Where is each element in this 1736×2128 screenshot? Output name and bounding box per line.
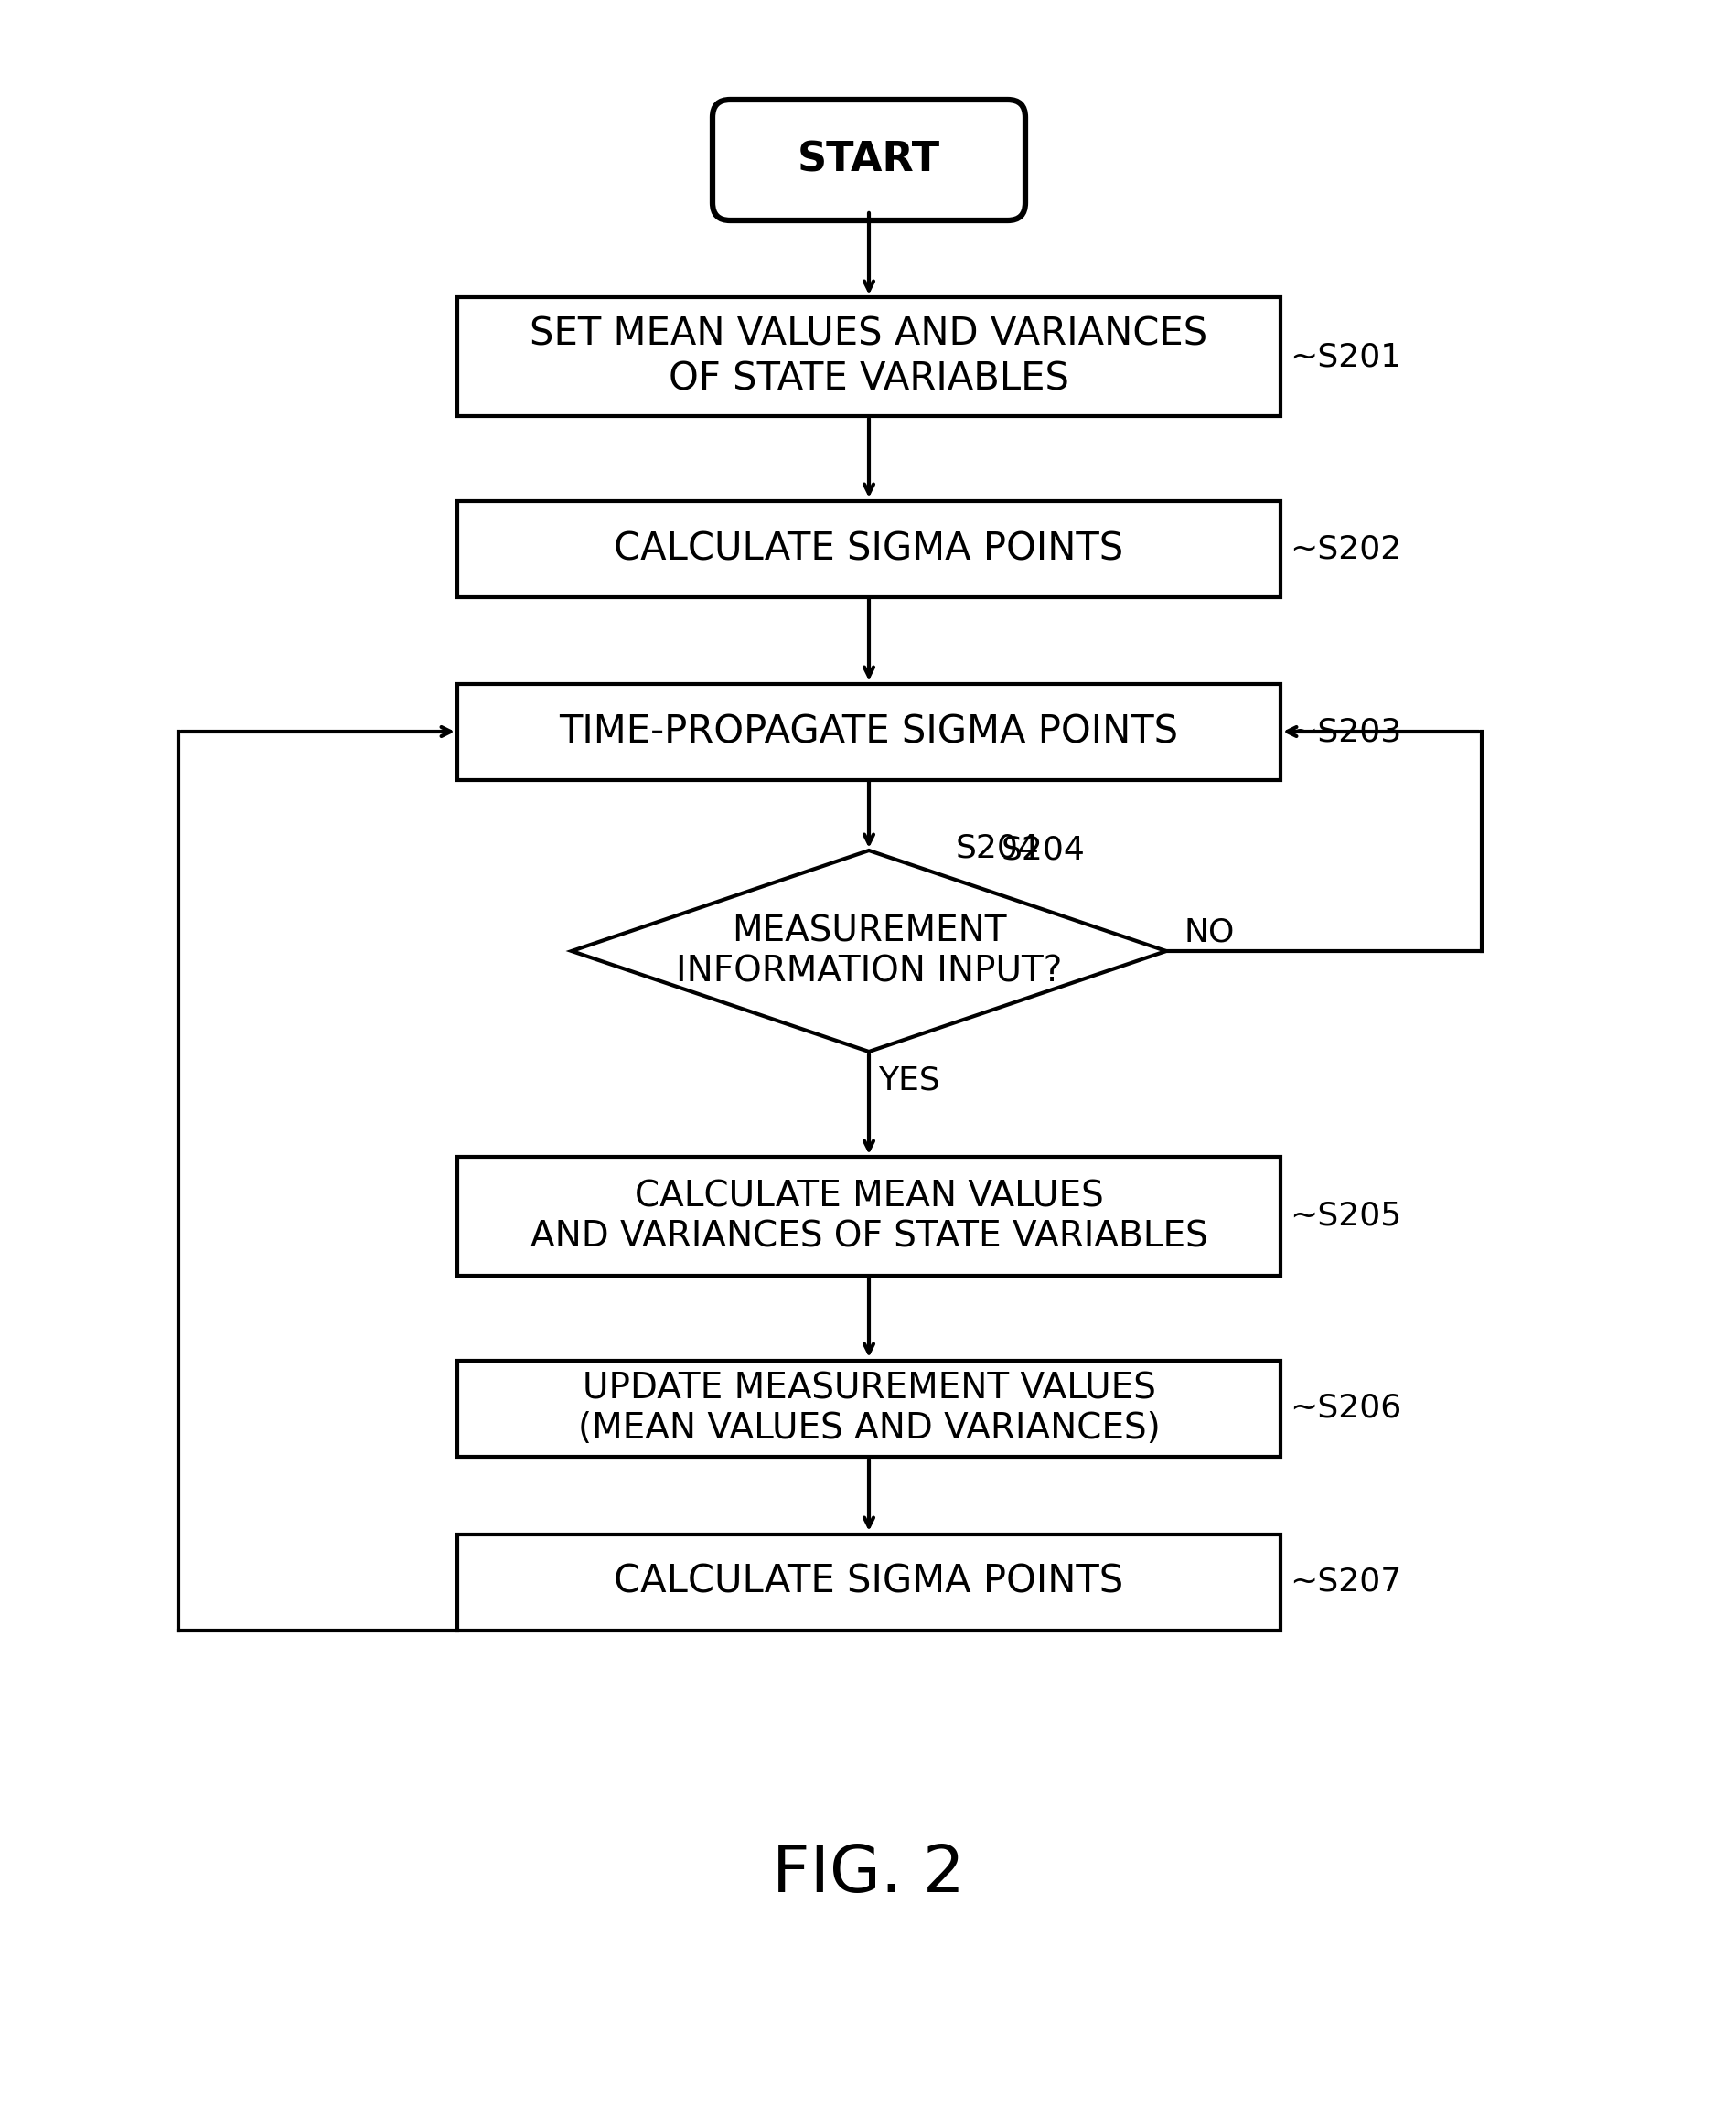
Text: CALCULATE SIGMA POINTS: CALCULATE SIGMA POINTS [615, 1562, 1123, 1600]
Text: YES: YES [878, 1066, 939, 1096]
Text: CALCULATE SIGMA POINTS: CALCULATE SIGMA POINTS [615, 530, 1123, 568]
Bar [457, 500, 1279, 596]
Text: S204: S204 [955, 832, 1040, 864]
Text: ~S203: ~S203 [1288, 715, 1401, 747]
Bar [457, 683, 1279, 779]
Text: ~S205: ~S205 [1288, 1200, 1401, 1232]
Text: ~S201: ~S201 [1288, 340, 1401, 372]
Text: CALCULATE MEAN VALUES
AND VARIANCES OF STATE VARIABLES: CALCULATE MEAN VALUES AND VARIANCES OF S… [529, 1179, 1207, 1253]
Bar [457, 298, 1279, 417]
Text: S204: S204 [1002, 834, 1085, 866]
Text: ~S206: ~S206 [1288, 1392, 1401, 1424]
Text: SET MEAN VALUES AND VARIANCES
OF STATE VARIABLES: SET MEAN VALUES AND VARIANCES OF STATE V… [529, 315, 1207, 398]
Text: UPDATE MEASUREMENT VALUES
(MEAN VALUES AND VARIANCES): UPDATE MEASUREMENT VALUES (MEAN VALUES A… [578, 1370, 1160, 1445]
Text: TIME-PROPAGATE SIGMA POINTS: TIME-PROPAGATE SIGMA POINTS [559, 713, 1179, 751]
Text: FIG. 2: FIG. 2 [771, 1843, 965, 1907]
Text: ~S202: ~S202 [1288, 534, 1401, 564]
Text: NO: NO [1184, 917, 1234, 949]
Polygon shape [571, 851, 1165, 1051]
Bar [457, 1158, 1279, 1275]
Text: START: START [797, 140, 939, 179]
Text: MEASUREMENT
INFORMATION INPUT?: MEASUREMENT INFORMATION INPUT? [675, 913, 1061, 990]
Text: ~S207: ~S207 [1288, 1566, 1401, 1598]
Bar [457, 1360, 1279, 1456]
Bar [457, 1534, 1279, 1630]
FancyBboxPatch shape [712, 100, 1024, 221]
